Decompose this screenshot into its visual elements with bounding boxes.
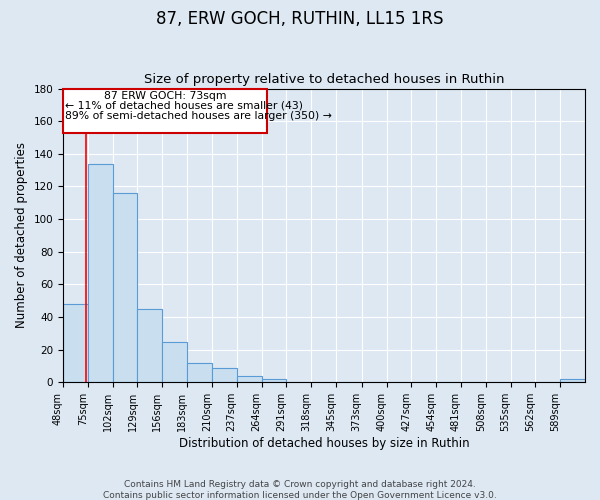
X-axis label: Distribution of detached houses by size in Ruthin: Distribution of detached houses by size … — [179, 437, 469, 450]
Bar — [63, 304, 88, 382]
Bar — [162, 342, 187, 382]
Bar — [212, 368, 237, 382]
Text: ← 11% of detached houses are smaller (43): ← 11% of detached houses are smaller (43… — [65, 101, 303, 111]
Bar — [63, 88, 267, 132]
Title: Size of property relative to detached houses in Ruthin: Size of property relative to detached ho… — [144, 73, 504, 86]
Bar — [237, 376, 262, 382]
Bar — [262, 379, 286, 382]
Text: 89% of semi-detached houses are larger (350) →: 89% of semi-detached houses are larger (… — [65, 110, 332, 120]
Y-axis label: Number of detached properties: Number of detached properties — [15, 142, 28, 328]
Bar — [88, 164, 113, 382]
Bar — [113, 193, 137, 382]
Bar — [560, 379, 585, 382]
Text: 87 ERW GOCH: 73sqm: 87 ERW GOCH: 73sqm — [104, 91, 226, 101]
Bar — [137, 309, 162, 382]
Text: Contains HM Land Registry data © Crown copyright and database right 2024.
Contai: Contains HM Land Registry data © Crown c… — [103, 480, 497, 500]
Text: 87, ERW GOCH, RUTHIN, LL15 1RS: 87, ERW GOCH, RUTHIN, LL15 1RS — [156, 10, 444, 28]
Bar — [187, 363, 212, 382]
